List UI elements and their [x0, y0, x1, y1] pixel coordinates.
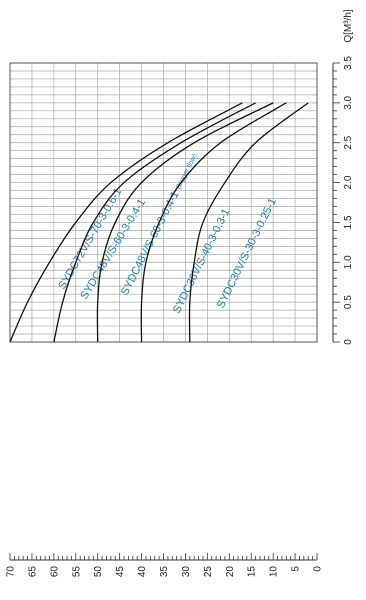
head-tick-label: 10 — [269, 566, 280, 578]
series-line — [9, 102, 243, 343]
flow-tick-label: 0.5 — [343, 295, 354, 309]
head-tick-label: 40 — [137, 566, 148, 578]
head-tick-label: 35 — [159, 566, 170, 578]
flow-axis-title: Q[M³/h] — [343, 9, 354, 43]
series-line — [188, 102, 309, 343]
head-tick-label: 0 — [313, 566, 324, 572]
flow-axis: 0 0.5 1.0 1.5 2.0 2.5 3.0 3.5 — [332, 56, 354, 345]
series-line — [140, 102, 287, 343]
flow-tick-label: 2.5 — [343, 135, 354, 149]
flow-tick-label: 0 — [343, 339, 354, 345]
flow-tick-label: 3.5 — [343, 56, 354, 70]
head-tick-label: 20 — [225, 566, 236, 578]
series-line — [96, 102, 274, 343]
head-tick-label: 50 — [93, 566, 104, 578]
flow-tick-label: 3.0 — [343, 95, 354, 109]
head-tick-label: 25 — [203, 566, 214, 578]
head-tick-label: 65 — [27, 566, 38, 578]
flow-tick-label: 1.0 — [343, 255, 354, 269]
series-line — [53, 102, 256, 343]
flow-tick-label: 1.5 — [343, 215, 354, 229]
head-tick-label: 60 — [49, 566, 60, 578]
plot-frame — [9, 62, 318, 343]
flow-tick-label: 2.0 — [343, 175, 354, 189]
head-axis: 70 65 60 55 50 45 40 35 30 25 20 15 10 5 0 — [6, 553, 324, 577]
head-tick-label: 55 — [71, 566, 82, 578]
head-tick-label: 15 — [247, 566, 258, 578]
head-tick-label: 5 — [291, 566, 302, 572]
head-tick-label: 70 — [6, 566, 17, 578]
head-tick-label: 45 — [115, 566, 126, 578]
head-tick-label: 30 — [181, 566, 192, 578]
